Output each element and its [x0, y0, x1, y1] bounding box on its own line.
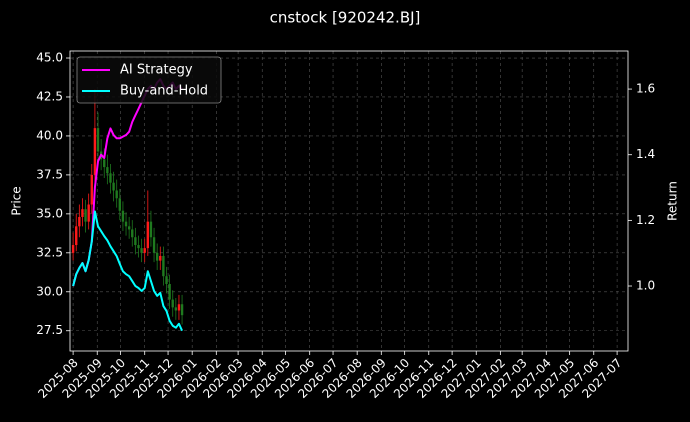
candle-body	[106, 167, 109, 174]
y-tick-label: 37.5	[36, 167, 63, 181]
candle-body	[109, 173, 112, 183]
candle-body	[180, 304, 184, 316]
legend-label: Buy-and-Hold	[120, 84, 208, 99]
y2-tick-label: 1.4	[636, 147, 655, 161]
candle-body	[93, 128, 97, 175]
candle-body	[90, 174, 93, 205]
candle-body	[71, 245, 75, 253]
candle-body	[134, 237, 137, 246]
candle-body	[162, 255, 165, 277]
candle-body	[118, 198, 122, 211]
y-axis-label: Price	[10, 186, 24, 215]
legend-box	[76, 56, 222, 104]
return-line	[72, 210, 183, 332]
candle-body	[96, 128, 100, 152]
candle-body	[149, 221, 153, 238]
y2-tick-label: 1.0	[636, 279, 655, 293]
candle-body	[81, 209, 84, 217]
plot-frame	[69, 50, 629, 352]
candle-body	[78, 216, 81, 227]
candle-body	[127, 226, 131, 230]
y-tick-label: 40.0	[36, 128, 63, 142]
candle-body	[140, 248, 143, 253]
candle-body	[75, 226, 78, 246]
y2-tick-label: 1.6	[636, 82, 655, 96]
legend-label: AI Strategy	[120, 63, 193, 78]
legend: AI Strategy Buy-and-Hold	[76, 56, 222, 104]
candle-body	[103, 159, 106, 168]
candle-body	[174, 307, 178, 311]
y-tick-label: 35.0	[36, 206, 63, 220]
candle-body	[131, 229, 134, 238]
candle-body	[171, 299, 174, 308]
candle-body	[121, 210, 125, 222]
candle-body	[152, 237, 156, 253]
candle-body	[112, 182, 115, 191]
grid-layer	[70, 51, 628, 351]
candle-body	[137, 245, 140, 249]
candle-body	[177, 304, 181, 311]
candle-body	[165, 276, 168, 284]
y2-tick-label: 1.2	[636, 213, 655, 227]
candle-body	[155, 252, 159, 261]
candle-body	[143, 248, 146, 253]
candle-body	[168, 283, 171, 300]
y-tick-label: 45.0	[36, 51, 63, 65]
candle-body	[115, 190, 118, 199]
y-tick-label: 27.5	[36, 323, 63, 337]
chart-title: cnstock [920242.BJ]	[270, 9, 421, 27]
candle-body	[146, 221, 150, 249]
candle-body	[159, 255, 162, 261]
y-tick-label: 32.5	[36, 245, 63, 259]
y-tick-label: 42.5	[36, 89, 63, 103]
candle-body	[124, 221, 128, 227]
candle-body	[84, 209, 87, 222]
y-tick-label: 30.0	[36, 284, 63, 298]
candle-body	[87, 204, 90, 222]
y2-axis-label: Return	[666, 181, 680, 221]
marks-layer	[71, 78, 184, 332]
